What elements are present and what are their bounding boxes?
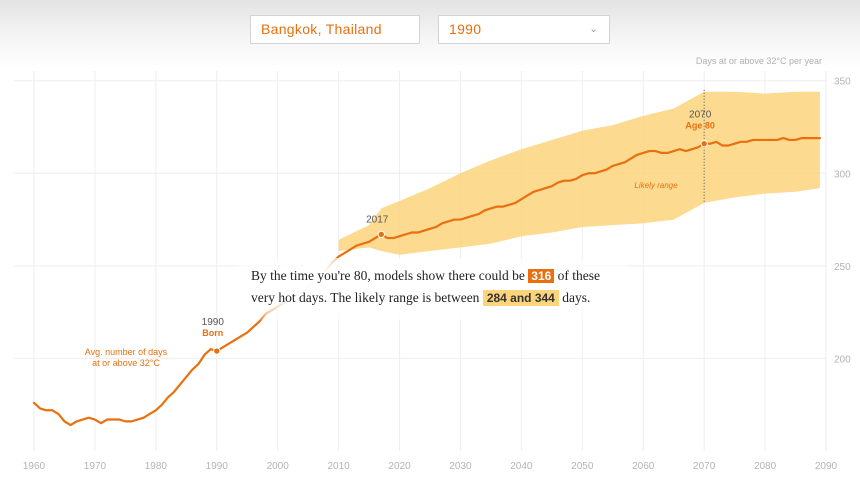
annotation-sublabel: Age 80 bbox=[685, 121, 715, 131]
likely-range-label: Likely range bbox=[634, 181, 678, 190]
birth-year-select[interactable]: 1990 ⌄ bbox=[438, 15, 610, 44]
annotation-point bbox=[700, 139, 708, 148]
city-select-value: Bangkok, Thailand bbox=[261, 21, 382, 37]
y-tick-label: 250 bbox=[834, 262, 851, 273]
annotation-point bbox=[213, 347, 221, 355]
summary-part-4: days. bbox=[562, 290, 591, 305]
summary-text: By the time you're 80, models show there… bbox=[238, 258, 628, 320]
y-tick-label: 350 bbox=[834, 77, 851, 88]
annotation-year: 2017 bbox=[366, 214, 389, 225]
x-tick-label: 2010 bbox=[327, 461, 350, 472]
x-tick-label: 2000 bbox=[267, 461, 290, 472]
summary-part-1: By the time you're 80, models show there… bbox=[251, 268, 525, 283]
annotation-year: 2070 bbox=[689, 110, 712, 121]
projected-value-badge: 316 bbox=[528, 269, 555, 283]
likely-range-badge: 284 and 344 bbox=[482, 290, 559, 306]
x-tick-label: 1970 bbox=[84, 461, 107, 472]
annotation-point bbox=[377, 230, 385, 239]
x-tick-label: 2080 bbox=[754, 461, 777, 472]
x-tick-label: 2020 bbox=[388, 461, 411, 472]
x-tick-label: 1960 bbox=[23, 461, 46, 472]
annotation-year: 1990 bbox=[202, 317, 225, 328]
y-tick-label: 300 bbox=[834, 169, 851, 180]
series-label-line-2: at or above 32°C bbox=[92, 358, 160, 368]
likely-range-band bbox=[338, 91, 820, 255]
y-axis: 200 250 300 350 bbox=[834, 77, 851, 366]
x-tick-label: 2030 bbox=[449, 461, 472, 472]
city-select[interactable]: Bangkok, Thailand bbox=[250, 15, 420, 44]
x-axis: 1960 1970 1980 1990 2000 2010 2020 2030 2040 2050… bbox=[23, 461, 838, 472]
y-tick-label: 200 bbox=[834, 354, 851, 365]
x-tick-label: 2070 bbox=[693, 461, 716, 472]
x-tick-label: 2090 bbox=[815, 461, 838, 472]
birth-year-select-value: 1990 bbox=[449, 21, 482, 37]
x-tick-label: 1990 bbox=[206, 461, 229, 472]
annotation-sublabel: Born bbox=[202, 328, 223, 338]
chevron-down-icon: ⌄ bbox=[589, 24, 598, 35]
controls-bar bbox=[0, 0, 860, 70]
y-axis-label: Days at or above 32°C per year bbox=[696, 56, 822, 66]
summary-part-3: very hot days. The likely range is betwe… bbox=[251, 290, 480, 305]
x-tick-label: 2050 bbox=[571, 461, 594, 472]
series-label-line-1: Avg. number of days bbox=[85, 347, 168, 357]
x-tick-label: 2040 bbox=[510, 461, 533, 472]
summary-part-2: of these bbox=[557, 268, 601, 283]
x-tick-label: 2060 bbox=[632, 461, 655, 472]
x-tick-label: 1980 bbox=[145, 461, 168, 472]
projected-series-line bbox=[380, 136, 822, 240]
